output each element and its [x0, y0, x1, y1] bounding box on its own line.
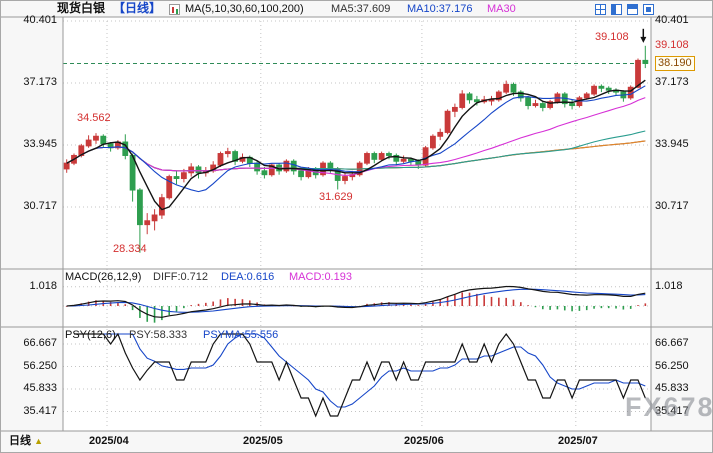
- psy-axis-right: 35.417: [655, 405, 689, 417]
- psy-axis-left: 35.417: [23, 405, 57, 417]
- psy-title: PSY(12,6): [65, 329, 116, 341]
- axis-left-tick: 40.401: [23, 14, 57, 26]
- axis-right-tick: 33.945: [655, 138, 689, 150]
- annotation-may-low: 31.629: [319, 191, 353, 203]
- macd-axis-left: 1.018: [29, 280, 57, 292]
- annotation-recent-high: 39.108: [595, 31, 629, 43]
- axis-right-tick: 37.173: [655, 76, 689, 88]
- axis-left-tick: 37.173: [23, 76, 57, 88]
- psy-axis-right: 45.833: [655, 382, 689, 394]
- layout-split-icon[interactable]: [611, 4, 622, 15]
- psy-axis-left: 66.667: [23, 337, 57, 349]
- x-axis-month: 2025/05: [243, 435, 283, 447]
- psy-axis-left: 45.833: [23, 382, 57, 394]
- dropdown-arrow-icon: ▲: [34, 436, 43, 446]
- psy-axis-left: 56.250: [23, 360, 57, 372]
- ma5-value: MA5:37.609: [331, 3, 391, 15]
- ma30-value: MA30: [487, 3, 516, 15]
- ma10-value: MA10:37.176: [407, 3, 473, 15]
- layout-single-icon[interactable]: [643, 4, 654, 15]
- psy-value: PSY:58.333: [129, 329, 188, 341]
- axis-right-tick: 30.717: [655, 200, 689, 212]
- layout-rows-icon[interactable]: [627, 4, 638, 15]
- period-label[interactable]: 【日线】: [113, 1, 162, 15]
- recent-high-axis-label: 39.108: [655, 39, 689, 51]
- macd-diff-value: DIFF:0.712: [153, 271, 209, 283]
- axis-right-tick: 40.401: [655, 14, 689, 26]
- symbol-title: 现货白银: [57, 1, 106, 15]
- ma-group-label: MA(5,10,30,60,100,200): [185, 3, 304, 15]
- layout-grid-icon[interactable]: [595, 4, 606, 15]
- period-tab-label: 日线: [9, 435, 31, 447]
- watermark: FX678: [625, 392, 713, 422]
- annotation-early-high: 34.562: [77, 112, 111, 124]
- x-axis-month: 2025/07: [558, 435, 598, 447]
- axis-left-tick: 33.945: [23, 138, 57, 150]
- psyma-value: PSYMA:55.556: [203, 329, 279, 341]
- x-axis-month: 2025/04: [89, 435, 129, 447]
- macd-dea-value: DEA:0.616: [221, 271, 275, 283]
- psy-axis-right: 56.250: [655, 360, 689, 372]
- axis-left-tick: 30.717: [23, 200, 57, 212]
- annotation-april-low: 28.334: [113, 243, 147, 255]
- macd-value: MACD:0.193: [289, 271, 352, 283]
- candlestick-icon[interactable]: [169, 4, 180, 15]
- macd-axis-right: 1.018: [655, 280, 683, 292]
- last-price-badge: 38.190: [655, 56, 695, 71]
- psy-axis-right: 66.667: [655, 337, 689, 349]
- macd-title: MACD(26,12,9): [65, 271, 142, 283]
- x-axis-month: 2025/06: [404, 435, 444, 447]
- period-tab[interactable]: 日线 ▲: [9, 435, 43, 448]
